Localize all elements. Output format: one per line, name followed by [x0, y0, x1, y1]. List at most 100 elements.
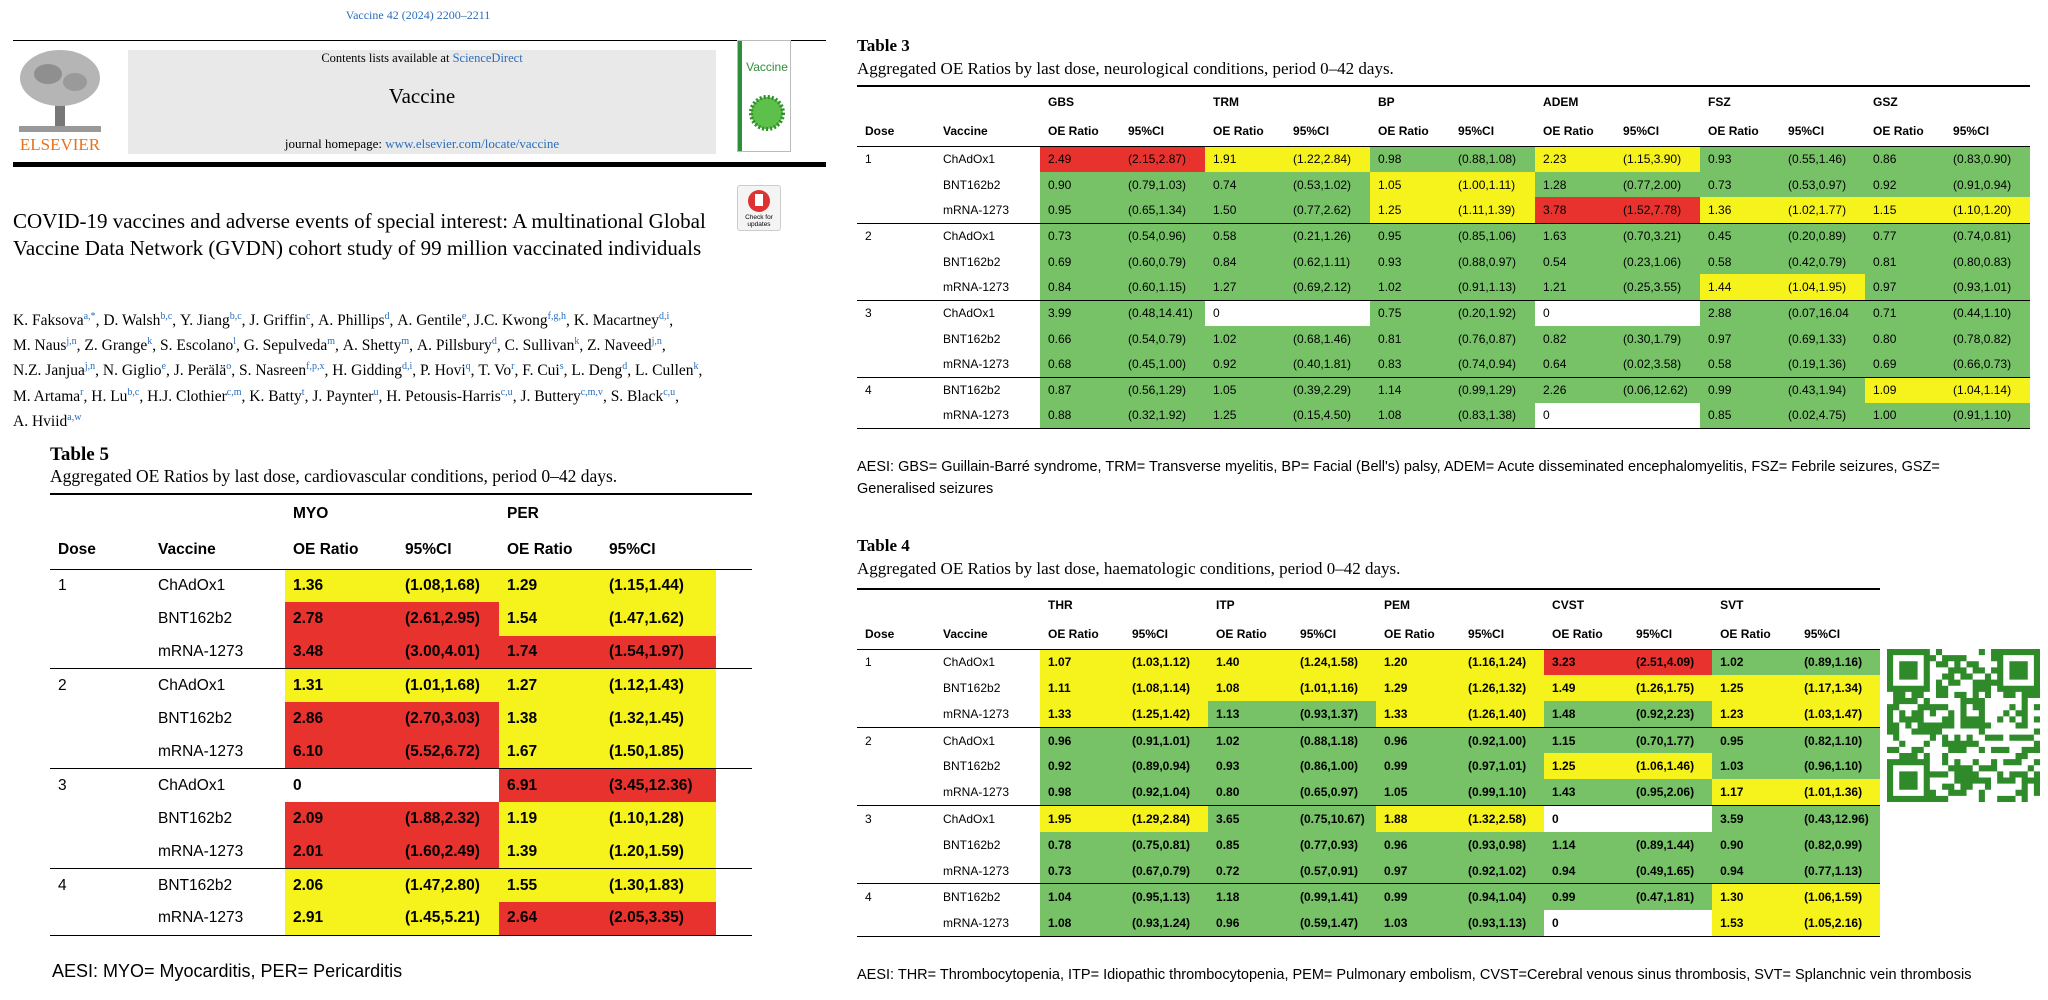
ci-cell: (0.75,0.81)	[1124, 831, 1209, 858]
ci-cell: (1.01,1.68)	[397, 668, 499, 703]
data-row: BNT162b2 2.86 (2.70,3.03) 1.38 (1.32,1.45)	[50, 702, 752, 736]
oe-ratio-cell: 0.92	[1040, 753, 1124, 780]
author-affiliation[interactable]: b,c	[127, 386, 140, 398]
column-header: 95%CI	[1460, 620, 1545, 650]
author-affiliation[interactable]: k	[147, 336, 153, 348]
author-affiliation[interactable]: s	[559, 361, 564, 373]
author-name: F. Cui	[522, 362, 560, 380]
author-affiliation[interactable]: d,i	[658, 311, 670, 322]
crossmark-badge[interactable]: Check for updates	[737, 185, 781, 231]
ci-cell: (0.54,0.96)	[1120, 222, 1206, 249]
qr-code[interactable]	[1887, 649, 2040, 802]
author-affiliation[interactable]: r	[80, 386, 84, 398]
author-affiliation[interactable]: e	[161, 361, 166, 373]
empty-cell	[50, 602, 150, 635]
author-affiliation[interactable]: f,g,h	[547, 311, 567, 322]
outcome-header: GBS	[1048, 94, 1075, 109]
column-header: 95%CI	[1120, 116, 1206, 147]
ci-cell: (0.77,2.62)	[1285, 197, 1371, 224]
data-row: 2 ChAdOx1 0.73 (0.54,0.96) 0.58 (0.21,1.26) 0.…	[857, 222, 2031, 249]
author-affiliation[interactable]: l	[233, 336, 236, 348]
author: J. Griffinc	[249, 311, 318, 329]
vaccine-cell: mRNA-1273	[943, 915, 1010, 930]
author-name: A. Phillips	[318, 312, 385, 330]
author-affiliation[interactable]: j,n	[84, 361, 96, 373]
empty-cell	[1615, 402, 1701, 429]
data-row: BNT162b2 1.11 (1.08,1.14) 1.08 (1.01,1.16) 1.…	[857, 675, 1881, 702]
empty-cell	[50, 494, 285, 532]
oe-ratio-cell: 0.95	[1040, 197, 1120, 224]
vaccine-cell: ChAdOx1	[943, 655, 996, 670]
author-affiliation[interactable]: j,n	[651, 336, 662, 348]
empty-cell	[50, 902, 150, 935]
author: L. Dengd	[571, 361, 635, 379]
author-affiliation[interactable]: c,m	[226, 386, 242, 398]
outcome-row: MYO PER	[50, 494, 752, 532]
author: A. Shettym	[343, 336, 417, 354]
empty-cell	[857, 701, 935, 727]
author-affiliation[interactable]: m	[401, 336, 410, 348]
author-affiliation[interactable]: d	[622, 361, 628, 373]
outcome-row: GBS TRM BP ADEM FSZ GSZ	[857, 86, 2030, 116]
author-affiliation[interactable]: e	[461, 311, 467, 322]
oe-ratio-cell: 1.54	[499, 602, 601, 636]
column-header: 95%CI	[1450, 116, 1536, 147]
author-affiliation[interactable]: q	[465, 361, 471, 373]
sciencedirect-link[interactable]: ScienceDirect	[452, 51, 523, 65]
author-affiliation[interactable]: o	[226, 361, 232, 373]
author: K. Battyt	[249, 386, 312, 404]
author-affiliation[interactable]: c,u	[500, 386, 513, 398]
empty-cell	[857, 197, 935, 223]
vaccine-cell: BNT162b2	[158, 809, 233, 827]
ci-cell: (0.25,3.55)	[1615, 274, 1701, 301]
author-affiliation[interactable]: m	[327, 336, 336, 348]
oe-ratio-cell: 1.14	[1370, 376, 1451, 403]
homepage-link[interactable]: www.elsevier.com/locate/vaccine	[385, 136, 560, 151]
publisher-logo: ELSEVIER	[13, 46, 107, 156]
ci-cell: (0.89,1.44)	[1628, 831, 1713, 858]
journal-reference[interactable]: Vaccine 42 (2024) 2200–2211	[345, 8, 491, 22]
author-name: H. Lu	[91, 387, 128, 405]
ci-cell: (0.40,1.81)	[1285, 351, 1371, 378]
ci-cell: (1.24,1.58)	[1292, 649, 1377, 676]
oe-ratio-cell: 0.95	[1712, 726, 1797, 754]
author-affiliation[interactable]: t	[301, 386, 305, 398]
ci-cell: (1.26,1.32)	[1460, 675, 1545, 702]
author-affiliation[interactable]: a,w	[67, 411, 82, 423]
author-affiliation[interactable]: d	[384, 311, 390, 322]
author-affiliation[interactable]: d,i	[401, 361, 413, 373]
ci-cell: (0.74,0.81)	[1945, 222, 2031, 249]
vaccine-cell: BNT162b2	[943, 331, 1001, 346]
author-affiliation[interactable]: c,m,v	[580, 386, 603, 398]
author-affiliation[interactable]: f,p,x	[306, 361, 325, 373]
vaccine-cell: ChAdOx1	[943, 152, 996, 167]
author-affiliation[interactable]: a,*	[83, 311, 96, 322]
author-affiliation[interactable]: b,c	[229, 311, 242, 322]
author-affiliation[interactable]: c	[305, 311, 311, 322]
author-affiliation[interactable]: r	[511, 361, 515, 373]
oe-ratio-cell: 0.58	[1700, 248, 1781, 275]
author-affiliation[interactable]: d	[491, 336, 497, 348]
author-affiliation[interactable]: j,n	[66, 336, 77, 348]
author-affiliation[interactable]: k	[574, 336, 580, 348]
oe-ratio-cell: 1.02	[1205, 325, 1286, 352]
empty-cell	[716, 835, 752, 868]
author-name: H. Gidding	[332, 362, 402, 380]
ci-cell: (1.26,1.40)	[1460, 701, 1545, 728]
oe-ratio-cell: 2.78	[285, 602, 397, 636]
oe-ratio-cell: 0.92	[1865, 171, 1946, 198]
author-affiliation[interactable]: b,c	[160, 311, 173, 322]
oe-ratio-cell: 1.30	[1712, 883, 1797, 910]
oe-ratio-cell: 0.83	[1370, 351, 1451, 378]
table-caption: Aggregated OE Ratios by last dose, cardi…	[50, 466, 618, 486]
ci-cell: (0.94,1.04)	[1460, 883, 1545, 910]
author-affiliation[interactable]: u	[373, 386, 379, 398]
ci-cell: (0.56,1.29)	[1120, 376, 1206, 403]
author-affiliation[interactable]: c,u	[663, 386, 676, 398]
data-row: mRNA-1273 1.08 (0.93,1.24) 0.96 (0.59,1.47) 1…	[857, 909, 1881, 937]
outcome-header: THR	[1048, 598, 1073, 612]
author-affiliation[interactable]: k	[693, 361, 699, 373]
ci-cell: (2.15,2.87)	[1120, 146, 1206, 172]
column-header: Vaccine	[935, 116, 1040, 147]
empty-cell	[857, 589, 1040, 620]
